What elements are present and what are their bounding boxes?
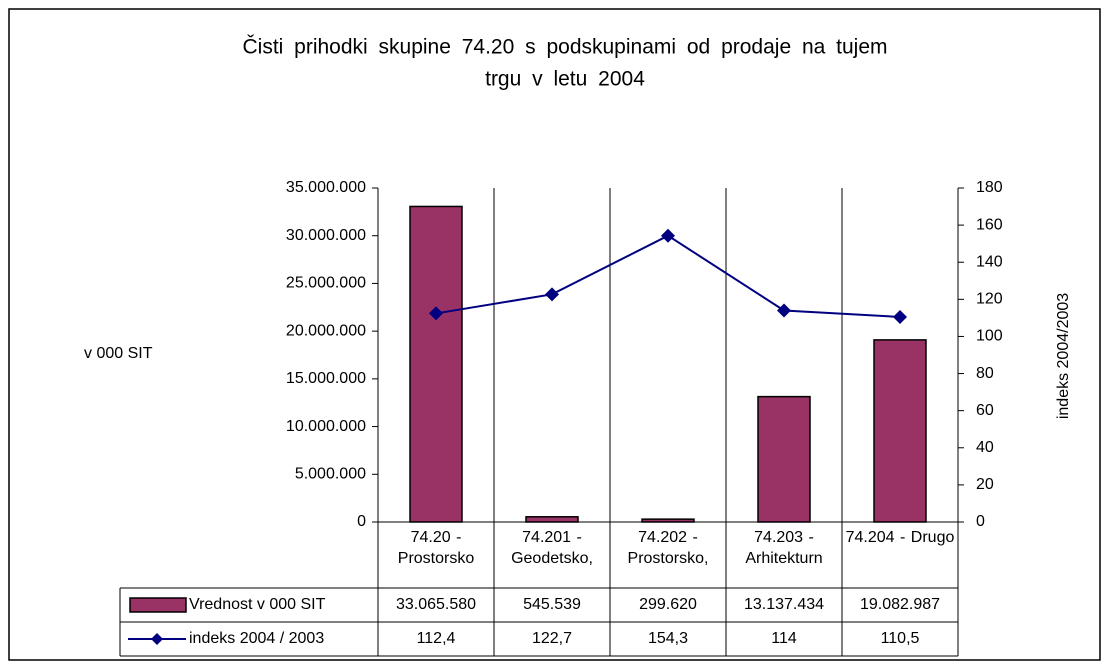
chart-title: Čisti prihodki skupine 74.20 s podskupin… <box>242 36 887 59</box>
legend-label: indeks 2004 / 2003 <box>189 630 324 647</box>
line-marker <box>661 228 675 243</box>
y-tick-label: 15.000.000 <box>286 370 366 387</box>
table-value: 13.137.434 <box>744 596 824 613</box>
line-marker <box>893 309 907 324</box>
y-tick-label: 10.000.000 <box>286 418 366 435</box>
x-tick-label: 74.201 - Geodetsko, <box>511 529 593 567</box>
bar <box>873 339 927 523</box>
y2-tick-label: 180 <box>976 179 1003 196</box>
bar <box>757 395 811 523</box>
y2-tick-label: 60 <box>976 402 994 419</box>
chart-title: trgu v letu 2004 <box>485 68 645 91</box>
y-tick-label: 25.000.000 <box>286 275 366 292</box>
table-value: 154,3 <box>648 630 688 647</box>
table-value: 19.082.987 <box>860 596 940 613</box>
bar <box>641 518 695 523</box>
table-value: 545.539 <box>523 596 581 613</box>
line-marker <box>429 306 443 321</box>
y2-tick-label: 80 <box>976 365 994 382</box>
legend-marker <box>151 633 163 645</box>
y2-tick-label: 100 <box>976 328 1003 345</box>
y2-tick-label: 160 <box>976 216 1003 233</box>
table-value: 122,7 <box>532 630 572 647</box>
legend-label: Vrednost v 000 SIT <box>189 596 326 613</box>
x-tick-label: 74.203 - Arhitekturn <box>745 529 823 567</box>
y2-tick-label: 20 <box>976 476 994 493</box>
y2-axis-label: indeks 2004/2003 <box>1055 293 1072 419</box>
table-value: 110,5 <box>881 630 920 647</box>
y2-tick-label: 120 <box>976 291 1003 308</box>
y-tick-label: 0 <box>357 513 366 530</box>
line-marker <box>545 287 559 302</box>
y-tick-label: 35.000.000 <box>286 179 366 196</box>
line-marker <box>777 303 791 318</box>
bar <box>525 516 579 523</box>
table-value: 112,4 <box>417 630 456 647</box>
table-value: 33.065.580 <box>396 596 476 613</box>
x-tick-label: 74.202 - Prostorsko, <box>627 529 709 567</box>
y-tick-label: 20.000.000 <box>286 322 366 339</box>
chart-border <box>8 8 1101 661</box>
x-tick-label: 74.204 - Drugo <box>845 529 955 546</box>
table-value: 114 <box>771 630 797 647</box>
bar <box>409 205 463 523</box>
legend-swatch <box>129 597 187 613</box>
y-tick-label: 30.000.000 <box>286 227 366 244</box>
table-value: 299.620 <box>639 596 697 613</box>
y2-tick-label: 140 <box>976 253 1003 270</box>
y-axis-label: v 000 SIT <box>84 345 153 362</box>
x-tick-label: 74.20 - Prostorsko <box>397 529 475 567</box>
y-tick-label: 5.000.000 <box>295 466 366 483</box>
y2-tick-label: 0 <box>976 513 985 530</box>
y2-tick-label: 40 <box>976 439 994 456</box>
